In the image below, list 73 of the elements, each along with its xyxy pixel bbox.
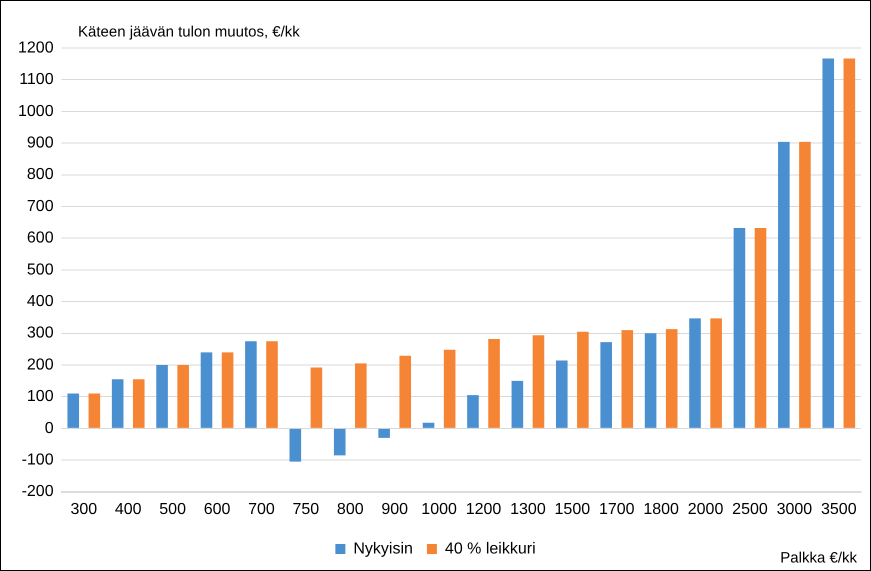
y-tick-label: 1200 [18,39,54,56]
bar [310,368,322,428]
bar [245,341,257,428]
bar [355,363,367,428]
bar [112,379,124,428]
bar [666,329,678,428]
bar [710,318,722,428]
bar [88,394,100,428]
bar [644,333,656,428]
bar [378,428,390,438]
legend-label: Nykyisin [353,540,413,558]
y-tick-label: 1100 [19,71,54,88]
x-tick-label: 1300 [510,500,546,518]
x-tick-label: 1800 [643,500,680,518]
bar [488,339,500,428]
bar [132,379,145,428]
y-tick-label: 800 [26,166,54,184]
bar [290,428,302,462]
bar [399,356,412,428]
bar [200,352,212,428]
legend-label: 40 % leikkuri [444,540,536,558]
x-tick-label: 1700 [598,500,635,518]
y-tick-label: 0 [44,420,54,437]
bar [577,332,589,428]
y-tick-label: 100 [26,388,54,406]
bar [177,365,189,428]
x-tick-label: 3500 [820,500,857,518]
y-tick-label: 200 [26,356,54,374]
x-tick-label: 500 [159,500,186,518]
x-tick-label: 700 [248,500,275,518]
x-tick-label: 2500 [732,500,768,518]
bar [734,228,746,428]
bar [600,342,612,428]
bar [799,142,811,428]
y-tick-label: -100 [22,452,54,469]
x-tick-label: 1500 [554,500,590,518]
x-tick-label: 3000 [776,500,812,518]
bar [512,380,524,428]
x-tick-label: 800 [336,500,364,518]
y-tick-label: 300 [26,324,54,342]
bar [422,422,434,428]
bar [222,352,234,428]
y-tick-label: 400 [26,293,54,310]
x-tick-label: 600 [204,500,230,518]
bar [556,360,568,428]
x-tick-label: 900 [381,500,408,518]
bar [532,335,544,428]
bar [334,428,346,456]
x-tick-label: 1000 [421,500,457,518]
x-tick-label: 1200 [466,500,502,518]
x-axis-title: Palkka €/kk [780,550,858,567]
y-tick-label: -200 [22,483,54,500]
x-tick-label: 400 [114,500,142,518]
y-tick-label: 900 [26,134,54,152]
y-tick-label: 700 [26,198,54,215]
bar [754,228,766,428]
bar [689,318,701,428]
y-tick-label: 1000 [18,102,54,120]
bar [444,350,456,428]
x-tick-label: 750 [292,500,320,518]
bar [156,365,168,428]
bar [778,142,790,428]
bar [67,394,80,428]
y-tick-label: 500 [26,261,54,278]
y-tick-label: 600 [26,230,54,247]
y-axis-title: Käteen jäävän tulon muutos, €/kk [78,24,300,41]
bar [844,58,856,428]
bar [266,341,278,428]
x-tick-label: 2000 [688,500,724,518]
bar [467,395,479,428]
bar [621,330,634,428]
x-tick-label: 300 [70,500,98,518]
bar [822,58,834,428]
